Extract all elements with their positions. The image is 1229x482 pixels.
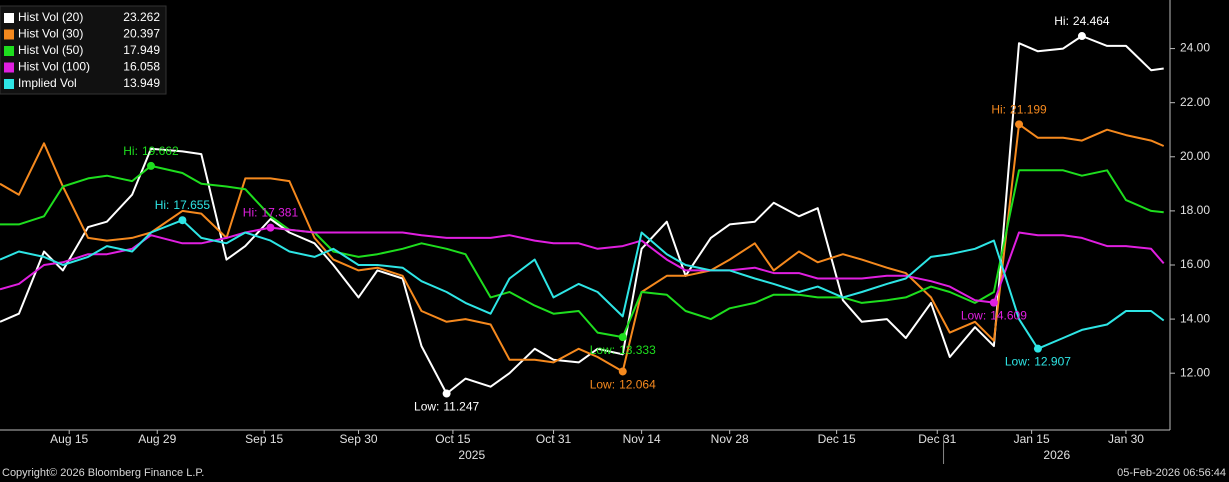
extreme-label-value: 17.655 (173, 198, 210, 212)
extreme-marker (1077, 32, 1086, 41)
x-tick-label: Dec 31 (918, 432, 956, 446)
extreme-label-prefix: Low: (590, 378, 615, 392)
series-line (0, 123, 1165, 373)
legend-swatch (4, 29, 14, 40)
extreme-label: Low: 13.333 (590, 343, 656, 357)
extreme-label-value: 12.064 (619, 378, 656, 392)
x-tick-label: Aug 29 (138, 432, 176, 446)
extreme-label: Hi: 24.464 (1054, 14, 1110, 28)
extreme-label: Hi: 17.381 (243, 206, 299, 220)
legend-swatch (4, 46, 14, 56)
extreme-label-prefix: Low: (590, 343, 615, 357)
legend-swatch (4, 13, 14, 23)
legend-label: Hist Vol (30) (18, 27, 83, 41)
extreme-label-value: 21.199 (1010, 103, 1047, 117)
extreme-label-value: 24.464 (1073, 14, 1110, 28)
year-label: 2026 (1043, 448, 1070, 462)
legend: Hist Vol (20) 23.262 Hist Vol (30) 20.397 Hi… (4, 10, 160, 90)
series-line (0, 35, 1164, 395)
extreme-label-value: 17.381 (261, 206, 298, 220)
legend-swatch (4, 62, 14, 73)
legend-label: Hist Vol (100) (18, 60, 90, 74)
x-tick-label: Oct 15 (435, 432, 471, 446)
extreme-label: Low: 12.907 (1005, 355, 1071, 369)
extreme-label-prefix: Low: (1005, 355, 1030, 369)
extreme-marker (146, 161, 155, 170)
x-tick-label: Sep 30 (340, 432, 378, 446)
extreme-label-value: 13.333 (619, 343, 656, 357)
legend-box (0, 5, 167, 95)
y-tick-label: 16.00 (1180, 257, 1210, 271)
legend-swatch (4, 79, 14, 89)
y-tick-label: 24.00 (1180, 41, 1210, 55)
extreme-label-value: 14.609 (990, 309, 1027, 323)
x-tick-label: Aug 15 (50, 432, 88, 446)
extreme-marker (266, 223, 275, 232)
copyright: Copyright© 2026 Bloomberg Finance L.P. (2, 467, 204, 479)
extreme-label-value: 12.907 (1034, 355, 1071, 369)
x-tick-label: Jan 30 (1108, 432, 1144, 446)
extreme-marker (618, 367, 627, 376)
legend-value: 23.262 (123, 10, 160, 24)
y-tick-label: 22.00 (1180, 95, 1210, 109)
extreme-label-prefix: Hi: (243, 206, 258, 220)
legend-value: 16.058 (123, 60, 160, 74)
legend-value: 13.949 (123, 76, 160, 90)
legend-label: Hist Vol (20) (18, 10, 83, 24)
extreme-label-prefix: Hi: (1054, 14, 1069, 28)
extreme-marker (1015, 120, 1024, 129)
extreme-label-prefix: Low: (414, 400, 439, 414)
extreme-label-prefix: Hi: (155, 198, 170, 212)
y-tick-label: 18.00 (1180, 203, 1210, 217)
extreme-label-value: 19.662 (142, 144, 179, 158)
series-line (0, 219, 1165, 350)
legend-label: Hist Vol (50) (18, 43, 83, 57)
legend-label: Implied Vol (18, 76, 77, 90)
extreme-label-prefix: Hi: (123, 144, 138, 158)
year-label: 2025 (458, 448, 485, 462)
extreme-label-prefix: Low: (961, 309, 986, 323)
series-line (0, 226, 1165, 304)
x-tick-label: Nov 28 (711, 432, 749, 446)
legend-value: 17.949 (123, 43, 160, 57)
extreme-label-prefix: Hi: (991, 103, 1006, 117)
extreme-label: Low: 14.609 (961, 309, 1027, 323)
x-tick-label: Jan 15 (1014, 432, 1050, 446)
legend-value: 20.397 (123, 27, 160, 41)
x-tick-label: Oct 31 (536, 432, 572, 446)
extreme-marker (442, 389, 451, 398)
extreme-marker (178, 216, 187, 225)
x-tick-label: Sep 15 (245, 432, 283, 446)
y-tick-label: 20.00 (1180, 149, 1210, 163)
plot (0, 35, 1165, 395)
annotations: Hi: 24.464 Low: 11.247 Hi: 21.199 Low: 12.064 Hi… (123, 14, 1110, 414)
extreme-label: Hi: 17.655 (155, 198, 211, 212)
extreme-label: Low: 11.247 (414, 400, 479, 414)
extreme-label-value: 11.247 (443, 400, 479, 414)
extreme-marker (1033, 344, 1042, 353)
extreme-marker (989, 298, 998, 307)
timestamp: 05-Feb-2026 06:56:44 (1117, 467, 1226, 479)
extreme-label: Low: 12.064 (590, 378, 656, 392)
extreme-label: Hi: 21.199 (991, 103, 1047, 117)
x-tick-label: Nov 14 (623, 432, 661, 446)
extreme-marker (618, 333, 627, 342)
x-tick-label: Dec 15 (818, 432, 856, 446)
extreme-label: Hi: 19.662 (123, 144, 179, 158)
y-tick-label: 14.00 (1180, 311, 1210, 325)
y-tick-label: 12.00 (1180, 365, 1210, 379)
